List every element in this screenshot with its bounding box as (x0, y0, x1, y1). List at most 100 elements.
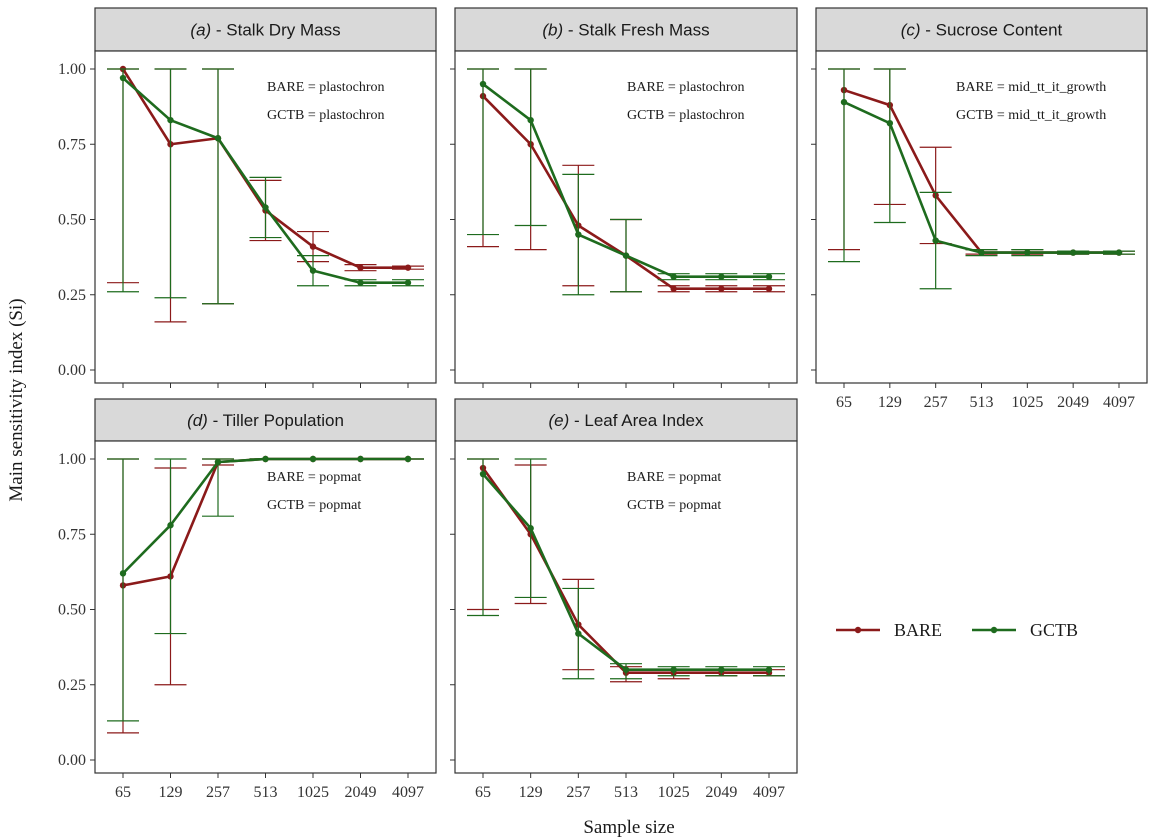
x-tick-label: 513 (254, 784, 278, 801)
x-tick-label: 513 (970, 394, 994, 411)
x-tick-label: 129 (159, 784, 183, 801)
panel-annotation: GCTB = popmat (627, 498, 721, 513)
panel-annotation: BARE = popmat (627, 470, 721, 485)
panel-title-letter: (b) (542, 21, 563, 40)
panel-annotation: BARE = plastochron (267, 80, 385, 95)
data-point (309, 455, 317, 463)
panel-strip (94, 7, 437, 52)
data-point (932, 237, 939, 244)
data-point (479, 80, 487, 88)
y-tick-label: 0.50 (58, 602, 86, 619)
data-point (622, 252, 630, 259)
y-tick-label: 0.00 (58, 752, 86, 769)
data-point (1069, 249, 1077, 256)
data-point (575, 231, 582, 238)
data-point (527, 116, 534, 124)
y-tick-label: 0.25 (58, 677, 86, 694)
x-tick-label: 2049 (1057, 394, 1089, 411)
data-point (718, 273, 725, 280)
y-tick-label: 0.75 (58, 526, 86, 543)
series-gctb (107, 68, 424, 305)
series-gctb (107, 455, 424, 722)
y-axis-title: Main sensitivity index (Si) (6, 298, 27, 501)
data-point (622, 666, 630, 673)
panel-a: (a) - Stalk Dry Mass 0.00 0.25 0.50 0.75 1.00… (58, 7, 437, 388)
x-tick-label: 1025 (297, 784, 329, 801)
panel-annotation: GCTB = popmat (267, 498, 361, 513)
legend-key-point (990, 626, 998, 634)
panel-title-text: - Sucrose Content (921, 21, 1063, 40)
x-tick-label: 257 (206, 784, 230, 801)
panel-strip (94, 398, 437, 442)
data-point (262, 204, 269, 211)
panel-title-letter: (e) (549, 411, 570, 430)
x-tick-label: 4097 (1103, 394, 1135, 411)
panel-title-letter: (a) (190, 21, 211, 40)
x-tick-label: 1025 (658, 784, 690, 801)
legend: BARE GCTB (836, 620, 1078, 640)
y-tick-label: 0.00 (58, 362, 86, 379)
panel-title-letter: (c) (901, 21, 921, 40)
x-axis-title: Sample size (583, 817, 674, 838)
x-tick-label: 129 (519, 784, 543, 801)
data-point (670, 273, 677, 280)
data-point (309, 243, 317, 250)
data-point (214, 458, 222, 466)
panel-title-text: - Stalk Fresh Mass (563, 21, 709, 40)
data-point (718, 285, 725, 292)
x-tick-label: 65 (115, 784, 131, 801)
x-tick-label: 513 (614, 784, 638, 801)
data-point (404, 279, 412, 286)
x-tick-label: 65 (836, 394, 852, 411)
y-tick-label: 0.25 (58, 287, 86, 304)
data-point (167, 116, 174, 124)
data-point (1115, 249, 1123, 256)
y-tick-label: 0.75 (58, 136, 86, 153)
data-point (527, 525, 534, 532)
series-gctb (828, 68, 1135, 290)
data-point (978, 249, 985, 256)
panel-b: (b) - Stalk Fresh Mass BARE = plastochron… (450, 7, 798, 388)
legend-label: GCTB (1030, 620, 1078, 640)
data-point (718, 666, 725, 673)
data-point (309, 267, 317, 274)
data-point (214, 135, 222, 142)
data-point (765, 666, 773, 673)
panel-annotation: BARE = plastochron (627, 80, 745, 95)
x-tick-label: 1025 (1011, 394, 1043, 411)
x-tick-label: 129 (878, 394, 902, 411)
legend-entry-bare: BARE (836, 620, 942, 640)
data-point (404, 264, 412, 271)
data-point (167, 522, 174, 529)
data-point (1024, 249, 1031, 256)
panel-title: (e) - Leaf Area Index (549, 411, 704, 430)
data-point (119, 570, 127, 577)
panel-area (454, 440, 798, 774)
data-point (357, 279, 364, 286)
panel-annotation: GCTB = plastochron (627, 108, 745, 123)
legend-entry-gctb: GCTB (972, 620, 1078, 640)
legend-key-point (854, 626, 862, 634)
panel-annotation: GCTB = plastochron (267, 108, 385, 123)
y-tick-label: 1.00 (58, 61, 86, 78)
panel-title: (c) - Sucrose Content (901, 21, 1063, 40)
x-tick-label: 2049 (345, 784, 377, 801)
data-point (670, 285, 677, 292)
panel-e: (e) - Leaf Area Index 65 129 257 513 1025 2049… (450, 398, 798, 801)
panel-title-text: - Stalk Dry Mass (211, 21, 340, 40)
series-gctb (467, 68, 785, 296)
data-point (765, 273, 773, 280)
data-point (119, 74, 127, 82)
panel-title: (d) - Tiller Population (187, 411, 344, 430)
panel-strip (454, 7, 798, 52)
data-point (479, 470, 487, 478)
panel-area (94, 440, 437, 774)
panel-c: (c) - Sucrose Content 65 129 257 513 1025 2049… (811, 7, 1148, 411)
data-point (357, 264, 364, 271)
data-point (357, 455, 364, 463)
data-point (670, 666, 677, 673)
series-gctb (467, 458, 785, 680)
panel-strip (454, 398, 798, 442)
panel-annotation: BARE = mid_tt_it_growth (956, 80, 1106, 95)
